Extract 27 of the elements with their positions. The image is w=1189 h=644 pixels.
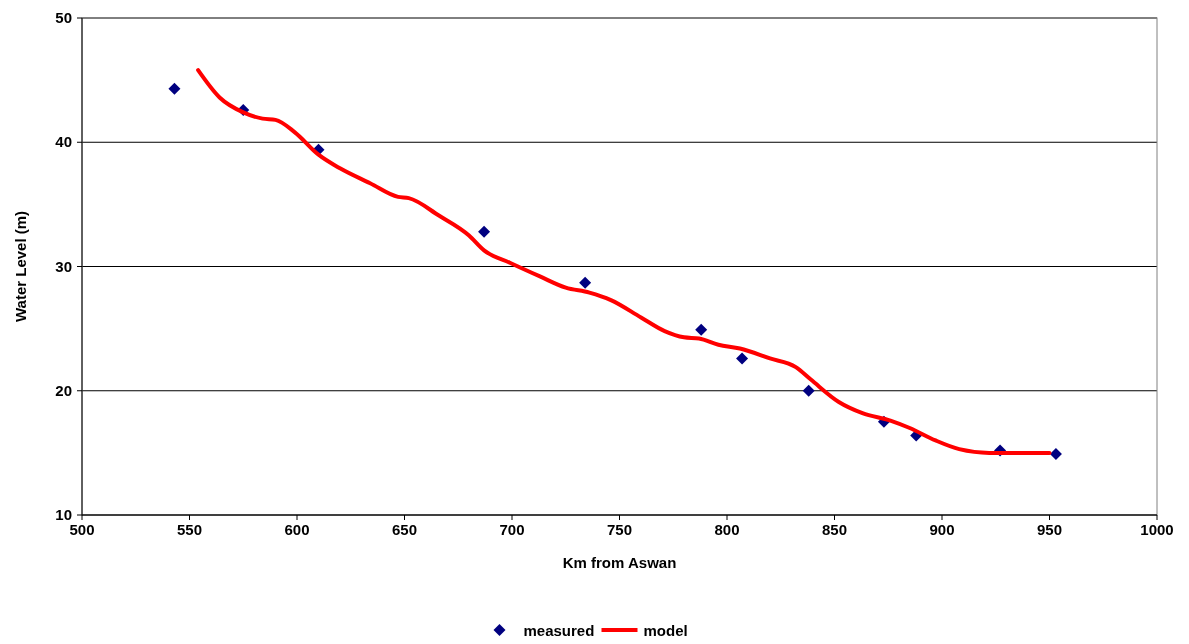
point [478, 225, 491, 238]
legend-label: model [643, 622, 688, 639]
x-tick-label: 950 [1036, 521, 1063, 538]
y-tick-label: 50 [55, 9, 72, 26]
x-tick-label: 550 [176, 521, 203, 538]
y-tick-label: 40 [55, 133, 72, 151]
x-tick-label: 600 [284, 521, 310, 538]
legend-label: measured [523, 622, 595, 639]
y-tick-label: 20 [55, 381, 72, 399]
y-tick-label: 30 [55, 257, 72, 275]
point [736, 352, 749, 365]
x-tick-label: 850 [821, 521, 848, 538]
y-tick-label: 10 [55, 506, 72, 523]
x-tick-label: 1000 [1140, 521, 1174, 538]
point [168, 82, 181, 95]
x-tick-label: 650 [391, 521, 418, 538]
x-tick-label: 800 [714, 521, 740, 538]
x-tick-label: 500 [69, 521, 95, 538]
x-axis-title: Km from Aswan [562, 554, 677, 571]
x-tick-label: 750 [606, 521, 633, 538]
point [1049, 448, 1062, 461]
x-tick-label: 900 [929, 521, 955, 538]
x-tick-label: 700 [499, 521, 525, 538]
point [579, 276, 592, 289]
point [802, 384, 815, 397]
point [695, 323, 708, 336]
y-axis-title: Water Level (m) [12, 210, 29, 323]
